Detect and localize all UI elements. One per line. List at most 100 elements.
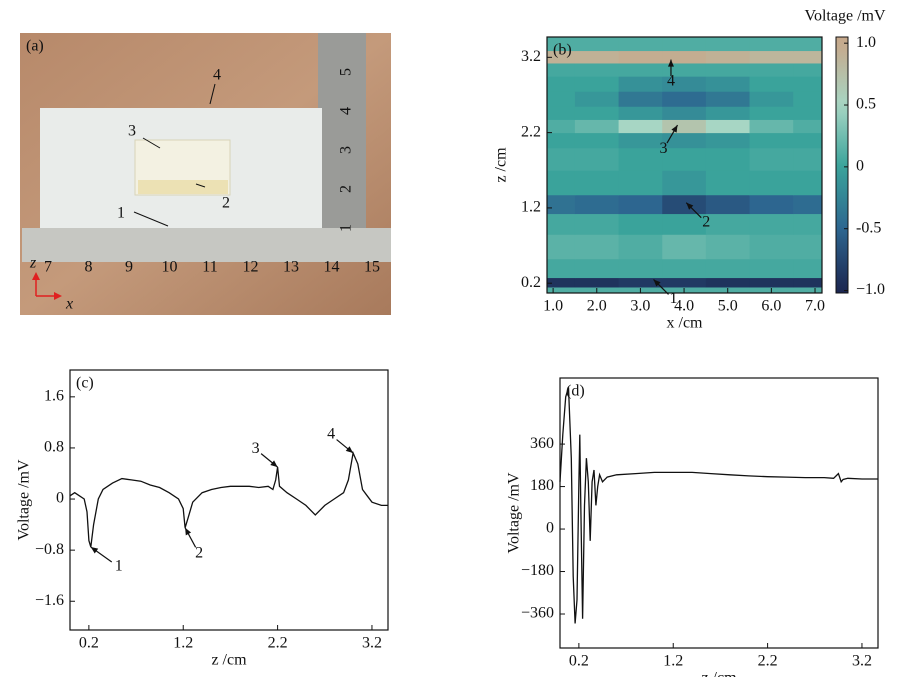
x-tick-label: 2.2: [268, 635, 288, 652]
heatmap-cell: [793, 286, 823, 294]
heatmap-cell: [662, 91, 707, 107]
heatmap-cell: [547, 147, 576, 171]
y-tick-label: 3.2: [521, 48, 541, 65]
heatmap-cell: [749, 277, 794, 288]
heatmap-cell: [618, 119, 663, 134]
heatmap-cell: [749, 50, 794, 64]
x-arrow-head: [54, 292, 62, 300]
colorbar-tick-label: −1.0: [856, 281, 885, 298]
annotation-label: 3: [252, 440, 260, 457]
x-tick-label: 0.2: [569, 653, 589, 670]
heatmap-cell: [547, 62, 576, 77]
heatmap-cell: [574, 234, 620, 260]
ruler-number: 2: [338, 185, 355, 193]
ruler-number: 8: [85, 259, 93, 276]
x-tick-label: 3.2: [362, 635, 382, 652]
heatmap-cell: [547, 76, 576, 92]
data-line: [559, 387, 878, 624]
heatmap-cell: [793, 50, 823, 64]
arrow-head: [667, 59, 674, 67]
inclusion-edge: [138, 180, 228, 194]
heatmap-cell: [662, 132, 707, 149]
annotation-label: 4: [667, 72, 675, 89]
marker-arrow: [133, 211, 169, 227]
heatmap-cell: [793, 194, 823, 215]
marker-label: 1: [117, 205, 125, 222]
y-tick-label: 0: [56, 490, 64, 507]
heatmap-cell: [574, 91, 620, 107]
heatmap-cell: [547, 119, 576, 134]
heatmap-cell: [662, 37, 707, 52]
y-tick-label: 1.6: [44, 388, 64, 405]
arrow-head: [345, 446, 354, 454]
heatmap-cell: [749, 106, 794, 120]
x-tick-label: 7.0: [805, 298, 825, 315]
heatmap-cell: [618, 234, 663, 260]
heatmap-cell: [749, 170, 794, 196]
heatmap-cell: [793, 147, 823, 171]
heatmap-cell: [705, 62, 751, 77]
heatmap-cell: [618, 194, 663, 215]
x-tick-label: 0.2: [79, 635, 99, 652]
heatmap-cell: [793, 170, 823, 196]
panel-label: (b): [553, 42, 572, 59]
arrow-head: [270, 460, 278, 468]
heatmap-cell: [793, 119, 823, 134]
heatmap-cell: [705, 91, 751, 107]
x-tick-label: 3.2: [852, 653, 872, 670]
heatmap-cell: [749, 234, 794, 260]
heatmap-cell: [618, 76, 663, 92]
x-axis-label: z /cm: [211, 652, 247, 669]
heatmap-cell: [705, 106, 751, 120]
heatmap-cell: [793, 213, 823, 235]
heatmap-cell: [662, 170, 707, 196]
heatmap-cell: [662, 234, 707, 260]
x-tick-label: 1.2: [663, 653, 683, 670]
panel-label: (d): [566, 383, 585, 400]
heatmap-cell: [618, 170, 663, 196]
heatmap-cell: [618, 62, 663, 77]
heatmap-cell: [705, 213, 751, 235]
heatmap-cell: [547, 132, 576, 149]
y-tick-label: −180: [521, 562, 554, 579]
ruler-number: 9: [125, 259, 133, 276]
heatmap-cell: [749, 132, 794, 149]
heatmap-cell: [547, 277, 576, 288]
heatmap-cell: [574, 147, 620, 171]
y-tick-label: 180: [530, 477, 554, 494]
heatmap-cell: [749, 194, 794, 215]
heatmap-cell: [662, 50, 707, 64]
heatmap-cell: [574, 50, 620, 64]
heatmap-cell: [662, 76, 707, 92]
heatmap-cell: [574, 132, 620, 149]
plot-frame: [546, 36, 823, 294]
heatmap-cell: [749, 76, 794, 92]
arrow-head: [185, 527, 192, 536]
heatmap-cell: [793, 132, 823, 149]
heatmap-cell: [547, 106, 576, 120]
heatmap-cell: [618, 132, 663, 149]
y-axis-label: z /cm: [493, 147, 510, 183]
heatmap-cell: [793, 91, 823, 107]
heatmap-cell: [705, 37, 751, 52]
x-tick-label: 5.0: [718, 298, 738, 315]
arrow-head: [653, 279, 661, 287]
heatmap-cell: [574, 170, 620, 196]
data-line: [69, 450, 388, 548]
heatmap-cell: [574, 62, 620, 77]
axis-label: x: [65, 296, 73, 313]
heatmap-cell: [662, 106, 707, 120]
photo-panel: (a) 1 2 3 4 z x 7 8 9 10 11 12 13 14 15 5 4 3 2 1: [20, 33, 391, 315]
y-tick-label: 0.8: [44, 439, 64, 456]
heatmap-cell: [662, 147, 707, 171]
heatmap-cell: [793, 76, 823, 92]
heatmap-cell: [662, 213, 707, 235]
heatmap-cell: [574, 213, 620, 235]
heatmap-cell: [705, 258, 751, 279]
heatmap-cell: [618, 106, 663, 120]
heatmap-cell: [749, 91, 794, 107]
marker-label: 4: [213, 67, 221, 84]
heatmap-cell: [662, 258, 707, 279]
x-axis-label: z /cm: [701, 670, 737, 677]
